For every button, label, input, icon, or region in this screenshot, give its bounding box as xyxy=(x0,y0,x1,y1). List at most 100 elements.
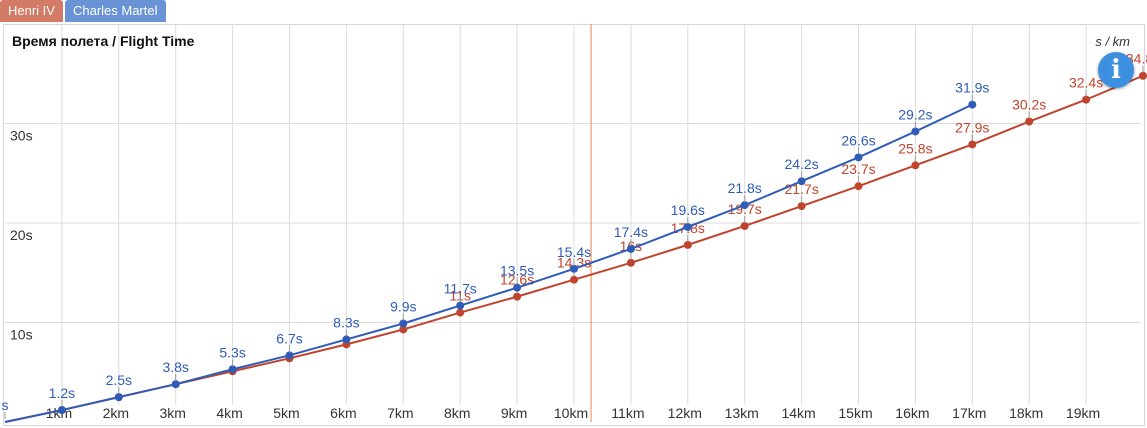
x-tick-label: 5km xyxy=(273,405,299,421)
x-tick-label-bg xyxy=(386,405,415,421)
data-point xyxy=(456,301,465,310)
x-tick-label-bg xyxy=(499,405,529,421)
data-point xyxy=(399,325,408,334)
x-tick-label: 6km xyxy=(330,405,356,421)
x-tick-label-bg xyxy=(780,405,817,421)
tab-charles-martel[interactable]: Charles Martel xyxy=(64,0,166,22)
x-tick-label: 3km xyxy=(159,405,185,421)
data-label: 26.6s xyxy=(841,132,875,148)
data-label: 27.9s xyxy=(955,119,989,135)
info-icon[interactable]: i xyxy=(1098,52,1134,88)
data-point xyxy=(854,153,863,162)
data-point xyxy=(1082,95,1091,104)
x-tick-label: 18km xyxy=(1009,405,1043,421)
x-tick-label: 16km xyxy=(895,405,929,421)
data-label: 31.9s xyxy=(955,80,989,96)
series-line-2 xyxy=(4,103,973,423)
x-tick-label: 8km xyxy=(444,405,470,421)
x-tick-label: 4km xyxy=(216,405,242,421)
x-tick-label: 2km xyxy=(103,405,129,421)
data-point xyxy=(114,393,123,402)
x-tick-label-bg xyxy=(723,405,760,421)
x-tick-label-bg xyxy=(666,405,703,421)
y-tick-label: 20s xyxy=(10,227,33,243)
x-tick-label-bg xyxy=(1064,405,1102,421)
x-tick-label-bg xyxy=(329,405,358,421)
data-label: 29.2s xyxy=(898,106,932,122)
data-point xyxy=(740,201,749,210)
x-tick-label: 11km xyxy=(611,405,644,421)
data-point xyxy=(968,140,977,149)
x-tick-label: 14km xyxy=(781,405,815,421)
x-tick-label: 12km xyxy=(668,405,702,421)
data-label: 9.9s xyxy=(390,298,416,314)
data-point xyxy=(626,244,635,253)
data-point xyxy=(228,365,237,374)
x-tick-label-bg xyxy=(951,405,988,421)
x-tick-label: 10km xyxy=(554,405,588,421)
data-label: 13.5s xyxy=(500,263,534,279)
x-tick-label-bg xyxy=(552,405,590,421)
data-point xyxy=(456,308,465,317)
data-label: 2.5s xyxy=(106,372,132,388)
data-label: 17.4s xyxy=(614,224,648,240)
data-point xyxy=(342,335,351,344)
x-tick-label-bg xyxy=(158,405,187,421)
data-point xyxy=(740,221,749,230)
data-label: 19.6s xyxy=(671,202,705,218)
x-tick-label-bg xyxy=(442,405,472,421)
data-point xyxy=(911,161,920,170)
x-tick-label: 17km xyxy=(952,405,986,421)
data-point xyxy=(626,258,635,267)
x-tick-label-bg xyxy=(272,405,301,421)
data-point xyxy=(797,202,806,211)
y-unit-label: s / km xyxy=(1095,34,1130,49)
x-tick-label: 15km xyxy=(838,405,872,421)
x-tick-label-bg xyxy=(215,405,244,421)
x-tick-label-bg xyxy=(837,405,874,421)
chart-title: Время полета / Flight Time xyxy=(12,33,195,49)
data-point xyxy=(570,275,578,284)
data-label: 1.2s xyxy=(49,385,75,401)
x-tick-label-bg xyxy=(610,405,646,421)
data-point xyxy=(911,127,920,136)
data-point xyxy=(1025,117,1034,126)
data-point xyxy=(683,222,692,231)
data-label: 5.3s xyxy=(219,344,245,360)
data-label: 25.8s xyxy=(898,140,932,156)
data-label: 11s xyxy=(449,288,471,304)
data-point xyxy=(683,240,692,249)
data-label: 8.3s xyxy=(333,314,359,330)
data-point xyxy=(171,380,180,389)
data-point xyxy=(57,406,66,415)
data-point xyxy=(1139,71,1147,80)
data-label: 15.4s xyxy=(557,244,591,260)
x-tick-label-bg xyxy=(101,405,131,421)
y-tick-label: 10s xyxy=(10,327,33,343)
data-label: 21.8s xyxy=(728,180,762,196)
data-label: s xyxy=(2,397,9,413)
data-label: 3.8s xyxy=(162,359,188,375)
data-point xyxy=(968,100,977,109)
data-label: 32.4s xyxy=(1069,75,1103,91)
data-label: 11.7s xyxy=(444,281,477,297)
data-point xyxy=(570,264,578,273)
x-tick-label: 13km xyxy=(725,405,759,421)
x-tick-label-bg xyxy=(1008,405,1045,421)
series-tabs: Henri IV Charles Martel xyxy=(0,0,168,24)
x-tick-label: 7km xyxy=(387,405,413,421)
data-label: 30.2s xyxy=(1012,97,1046,113)
y-tick-label: 30s xyxy=(10,128,33,144)
data-label: 6.7s xyxy=(276,330,302,346)
data-point xyxy=(285,351,294,360)
tab-henri-iv[interactable]: Henri IV xyxy=(0,0,63,22)
x-tick-label: 19km xyxy=(1066,405,1100,421)
x-tick-label-bg xyxy=(894,405,931,421)
x-tick-label: 9km xyxy=(501,405,527,421)
data-point xyxy=(399,319,408,328)
data-point xyxy=(513,292,522,301)
data-point xyxy=(797,177,806,186)
data-point xyxy=(854,182,863,191)
data-label: 24.2s xyxy=(784,156,818,172)
